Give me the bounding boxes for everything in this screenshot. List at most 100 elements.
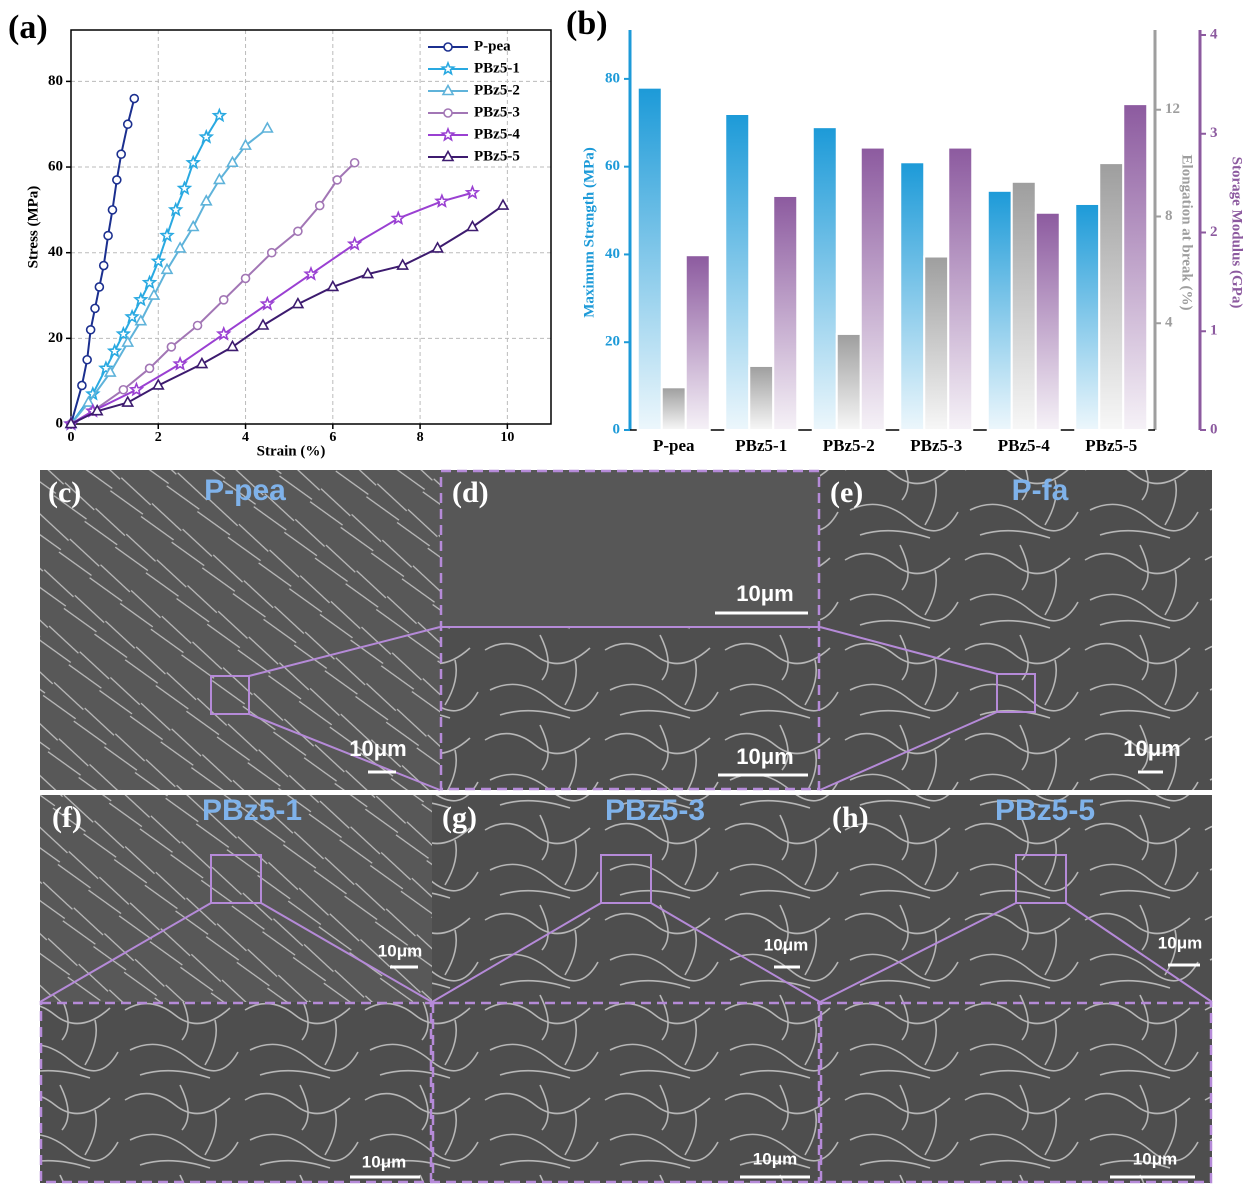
bar	[1098, 162, 1125, 432]
bar	[1034, 211, 1061, 431]
bar	[947, 146, 974, 431]
zoom-box	[996, 673, 1036, 713]
y-tick-label: 60	[48, 158, 63, 174]
marker	[82, 354, 92, 365]
y-tick-label: 4	[1165, 315, 1173, 331]
plot-frame	[70, 29, 552, 425]
marker	[496, 198, 510, 210]
marker	[431, 241, 444, 253]
marker	[64, 416, 78, 429]
x-tick-label: PBz5-1	[735, 436, 787, 455]
y-axis-label: Maximum Strength (MPa)	[581, 147, 597, 318]
marker	[226, 339, 239, 352]
marker	[98, 260, 109, 271]
chart-title: (b)	[566, 5, 608, 42]
bar	[1074, 202, 1101, 431]
panel-label: (g)	[442, 801, 477, 834]
y-axis-label: Storage Modulus (GPa)	[1229, 157, 1245, 309]
marker	[116, 149, 126, 159]
sem-image	[440, 627, 820, 790]
panel-label: (h)	[832, 801, 869, 834]
y-tick-label: 8	[1165, 208, 1173, 224]
panel-title: P-fa	[1012, 474, 1069, 507]
marker	[103, 365, 117, 377]
x-tick-label: PBz5-4	[998, 436, 1050, 455]
panel-label: (c)	[48, 476, 81, 509]
marker	[150, 253, 167, 268]
scale-bar-label: 10μm	[764, 935, 808, 954]
marker	[128, 381, 145, 397]
sem-panels: (c) P-pea 10μm (d) 10μm 10μm (e) P-fa 10…	[39, 469, 1213, 1184]
x-tick-label: 10	[500, 430, 514, 445]
inset-border	[439, 469, 821, 791]
y-tick-label: 12	[1165, 101, 1180, 117]
marker	[172, 355, 188, 371]
marker	[124, 308, 140, 324]
scale-bar-label: 10μm	[736, 581, 794, 606]
legend-label: PBz5-2	[474, 82, 520, 98]
marker	[390, 210, 407, 226]
legend-marker	[443, 42, 453, 52]
marker	[211, 107, 228, 123]
marker	[186, 219, 200, 232]
zoom-box	[210, 854, 262, 904]
zoom-lines	[819, 902, 1213, 1003]
marker	[213, 172, 226, 185]
sem-image	[820, 470, 1212, 790]
marker	[176, 180, 193, 196]
scale-bar-label: 10μm	[378, 941, 422, 960]
marker	[103, 230, 113, 241]
series-line	[70, 191, 473, 425]
panel-label: (e)	[830, 476, 863, 509]
marker	[134, 314, 148, 326]
x-tick-label: 6	[329, 430, 336, 445]
bar	[835, 332, 862, 431]
y-tick-label: 3	[1210, 125, 1218, 141]
y-tick-label: 0	[1210, 421, 1218, 437]
y-tick-label: 20	[48, 330, 63, 346]
marker	[159, 227, 175, 243]
y-tick-label: 60	[605, 158, 620, 174]
marker	[133, 291, 149, 307]
zoom-box	[600, 854, 652, 904]
marker	[218, 295, 229, 305]
legend-marker	[440, 60, 456, 76]
legend-marker	[440, 126, 456, 142]
scale-bar-label: 10μm	[1123, 736, 1181, 761]
y-tick-label: 0	[56, 415, 64, 431]
y-tick-label: 2	[1210, 224, 1218, 240]
scale-bar-label: 10μm	[1133, 1149, 1177, 1168]
marker	[240, 273, 251, 284]
bar	[748, 364, 775, 432]
sem-image	[440, 470, 820, 627]
marker	[303, 265, 319, 281]
marker	[192, 320, 203, 331]
bar	[1122, 103, 1149, 431]
bar	[684, 254, 711, 431]
zoom-lines	[39, 902, 433, 1003]
x-tick-label: PBz5-5	[1085, 436, 1137, 455]
scale-bar-label: 10μm	[349, 736, 407, 761]
marker	[293, 226, 303, 237]
y-tick-label: 20	[605, 334, 620, 350]
bar	[1010, 180, 1037, 431]
marker	[326, 279, 340, 292]
marker	[94, 282, 105, 292]
bar	[923, 255, 950, 431]
inset-border	[431, 1001, 821, 1184]
bar	[724, 113, 751, 431]
y-tick-label: 40	[48, 244, 63, 260]
x-tick-label: PBz5-3	[910, 436, 962, 455]
marker	[141, 274, 158, 290]
sem-image	[820, 1002, 1212, 1183]
marker	[291, 296, 305, 309]
x-tick-label: 0	[68, 430, 75, 445]
bar	[899, 161, 926, 431]
x-tick-label: 4	[242, 430, 249, 445]
marker	[349, 157, 360, 168]
y-tick-label: 80	[48, 73, 63, 89]
zoom-box	[1015, 854, 1067, 904]
y-tick-label: 4	[1210, 26, 1218, 42]
marker	[121, 335, 135, 347]
marker	[166, 342, 177, 352]
